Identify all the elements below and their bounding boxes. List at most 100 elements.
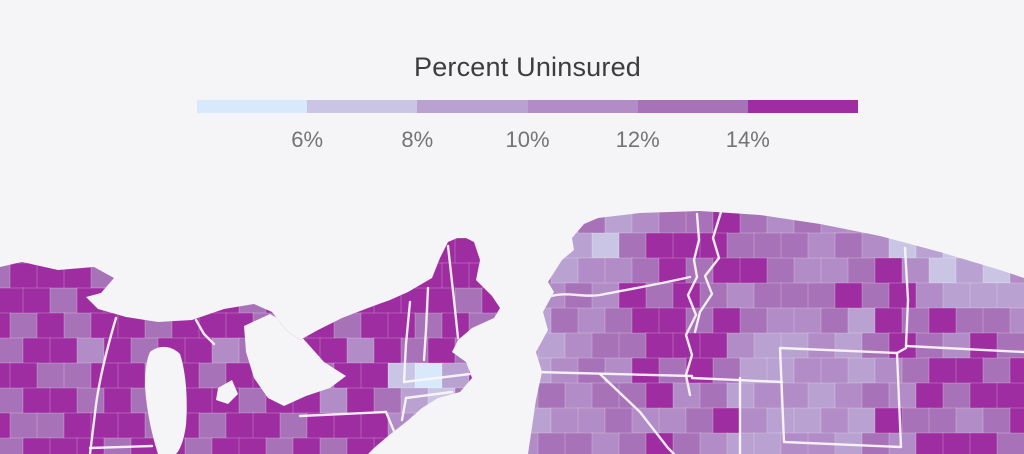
county-cell[interactable] xyxy=(537,432,567,454)
county-cell[interactable] xyxy=(969,382,999,410)
county-cell[interactable] xyxy=(524,257,553,285)
county-cell[interactable] xyxy=(495,362,524,390)
county-cell[interactable] xyxy=(360,262,390,290)
county-cell[interactable] xyxy=(103,387,133,415)
county-cell[interactable] xyxy=(198,262,228,290)
county-cell[interactable] xyxy=(780,382,810,410)
county-cell[interactable] xyxy=(387,262,417,290)
county-cell[interactable] xyxy=(888,432,918,454)
county-cell[interactable] xyxy=(346,387,376,415)
county-cell[interactable] xyxy=(373,337,403,365)
county-cell[interactable] xyxy=(211,337,241,365)
county-cell[interactable] xyxy=(996,232,1024,260)
county-cell[interactable] xyxy=(1009,208,1024,235)
county-cell[interactable] xyxy=(49,387,79,415)
county-cell[interactable] xyxy=(996,282,1024,310)
county-cell[interactable] xyxy=(481,337,510,365)
county-cell[interactable] xyxy=(753,332,783,360)
county-cell[interactable] xyxy=(1009,407,1024,435)
county-cell[interactable] xyxy=(915,382,945,410)
county-cell[interactable] xyxy=(481,287,510,315)
county-cell[interactable] xyxy=(834,332,864,360)
county-cell[interactable] xyxy=(468,412,498,440)
county-cell[interactable] xyxy=(427,237,457,265)
county-cell[interactable] xyxy=(524,357,553,385)
county-cell[interactable] xyxy=(955,208,985,235)
county-cell[interactable] xyxy=(524,307,553,335)
county-cell[interactable] xyxy=(306,312,336,340)
county-cell[interactable] xyxy=(564,382,594,410)
county-cell[interactable] xyxy=(766,257,796,285)
county-cell[interactable] xyxy=(753,232,783,260)
county-cell[interactable] xyxy=(739,307,769,335)
county-cell[interactable] xyxy=(604,257,634,285)
county-cell[interactable] xyxy=(454,337,484,365)
county-cell[interactable] xyxy=(982,407,1012,435)
county-cell[interactable] xyxy=(76,337,106,365)
county-cell[interactable] xyxy=(211,237,241,265)
county-cell[interactable] xyxy=(22,437,52,454)
county-cell[interactable] xyxy=(955,407,985,435)
county-cell[interactable] xyxy=(373,237,403,265)
county-cell[interactable] xyxy=(591,332,621,360)
county-cell[interactable] xyxy=(793,257,823,285)
county-cell[interactable] xyxy=(658,208,688,235)
county-cell[interactable] xyxy=(509,238,537,264)
county-cell[interactable] xyxy=(577,307,607,335)
county-cell[interactable] xyxy=(780,232,810,260)
county-cell[interactable] xyxy=(400,237,430,265)
county-cell[interactable] xyxy=(847,357,877,385)
county-cell[interactable] xyxy=(996,432,1024,454)
county-cell[interactable] xyxy=(292,287,322,315)
county-cell[interactable] xyxy=(915,232,945,260)
county-cell[interactable] xyxy=(1009,357,1024,385)
county-cell[interactable] xyxy=(753,382,783,410)
county-cell[interactable] xyxy=(400,437,430,454)
county-cell[interactable] xyxy=(346,287,376,315)
county-cell[interactable] xyxy=(495,312,524,340)
county-cell[interactable] xyxy=(712,307,742,335)
county-cell[interactable] xyxy=(0,412,12,440)
county-cell[interactable] xyxy=(346,237,376,265)
county-cell[interactable] xyxy=(36,312,66,340)
county-cell[interactable] xyxy=(36,412,66,440)
county-cell[interactable] xyxy=(279,262,309,290)
county-cell[interactable] xyxy=(225,412,255,440)
county-cell[interactable] xyxy=(22,237,52,265)
county-cell[interactable] xyxy=(712,407,742,435)
county-cell[interactable] xyxy=(807,332,837,360)
county-cell[interactable] xyxy=(631,357,661,385)
county-cell[interactable] xyxy=(198,362,228,390)
county-cell[interactable] xyxy=(739,407,769,435)
county-cell[interactable] xyxy=(604,357,634,385)
county-cell[interactable] xyxy=(495,262,524,290)
county-cell[interactable] xyxy=(292,237,322,265)
county-cell[interactable] xyxy=(184,287,214,315)
county-cell[interactable] xyxy=(414,412,444,440)
county-cell[interactable] xyxy=(996,382,1024,410)
map-northeast-fragment[interactable] xyxy=(0,237,537,454)
county-cell[interactable] xyxy=(49,437,79,454)
county-cell[interactable] xyxy=(820,257,850,285)
county-cell[interactable] xyxy=(955,307,985,335)
county-cell[interactable] xyxy=(726,282,756,310)
county-cell[interactable] xyxy=(591,232,621,260)
county-cell[interactable] xyxy=(225,262,255,290)
county-cell[interactable] xyxy=(49,337,79,365)
county-cell[interactable] xyxy=(524,208,553,235)
county-cell[interactable] xyxy=(184,237,214,265)
county-cell[interactable] xyxy=(0,237,25,265)
county-cell[interactable] xyxy=(265,437,295,454)
county-cell[interactable] xyxy=(319,337,349,365)
county-cell[interactable] xyxy=(699,332,729,360)
county-cell[interactable] xyxy=(672,282,702,310)
county-cell[interactable] xyxy=(387,312,417,340)
county-cell[interactable] xyxy=(834,232,864,260)
county-cell[interactable] xyxy=(969,282,999,310)
county-cell[interactable] xyxy=(238,437,268,454)
county-cell[interactable] xyxy=(427,437,457,454)
county-cell[interactable] xyxy=(793,307,823,335)
county-cell[interactable] xyxy=(888,282,918,310)
county-cell[interactable] xyxy=(360,362,390,390)
